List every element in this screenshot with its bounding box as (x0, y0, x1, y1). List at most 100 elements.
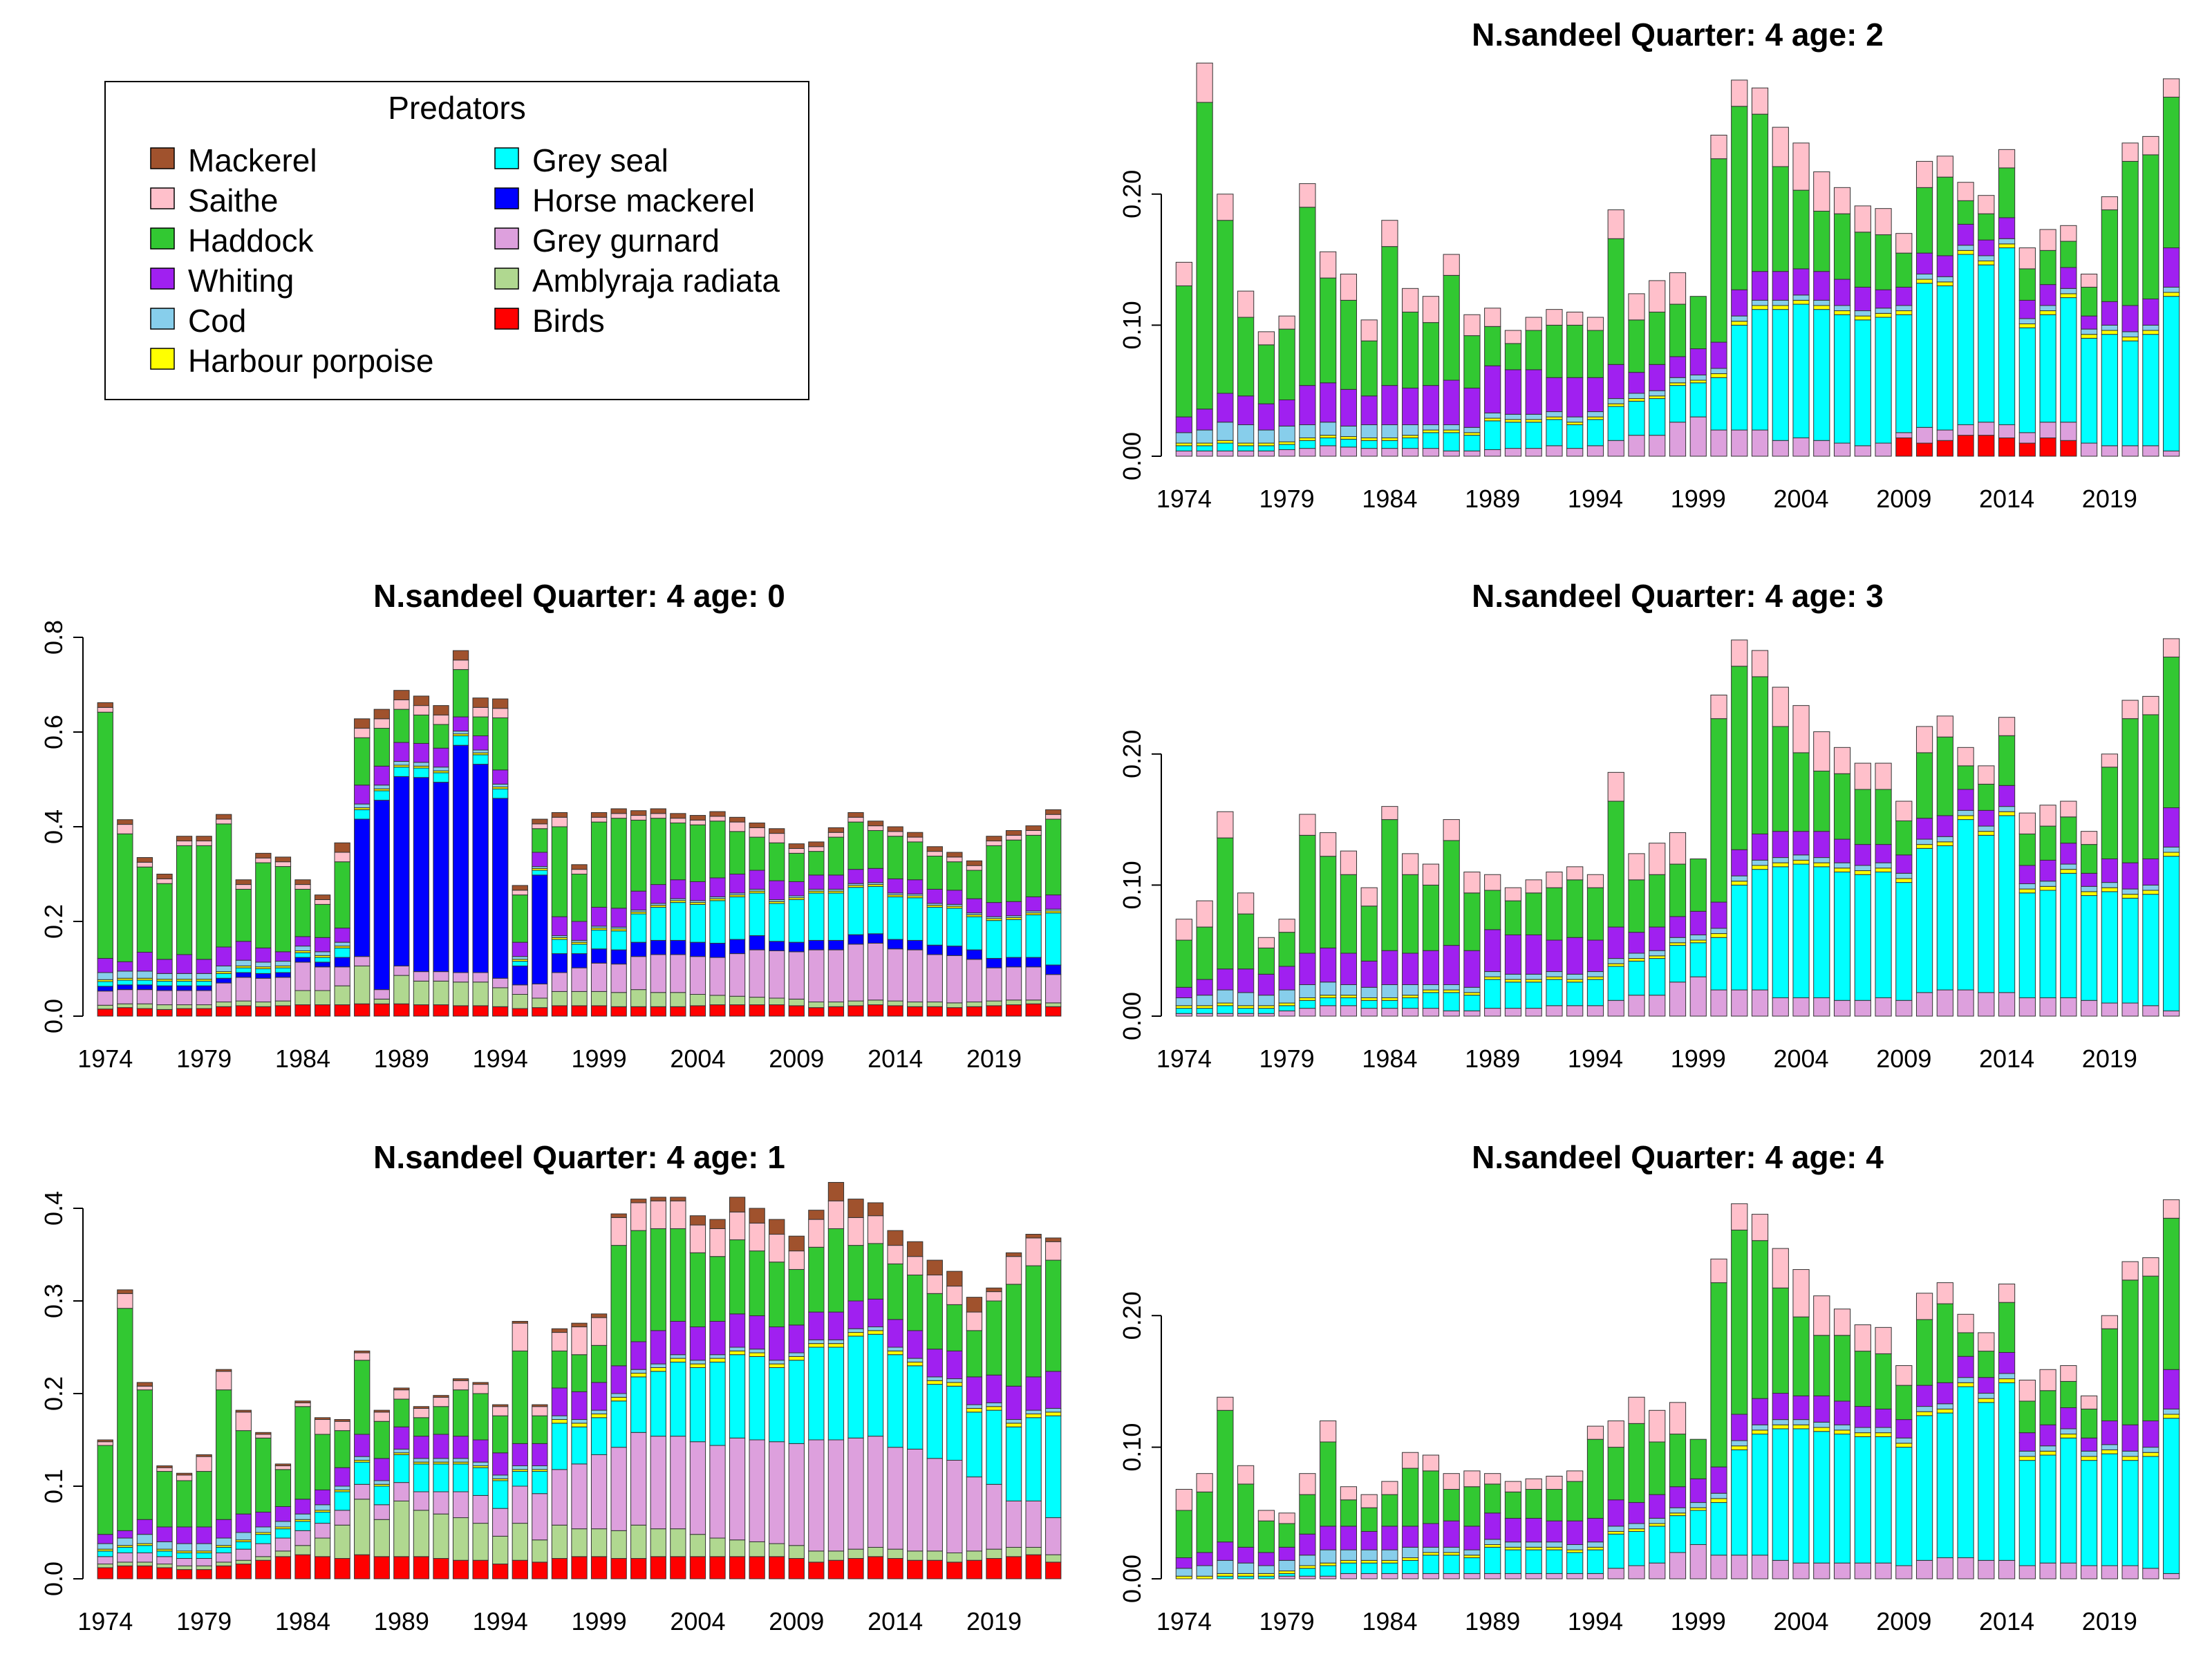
bar-segment-cod (867, 1327, 884, 1331)
bar-segment-saithe (907, 836, 924, 843)
bar-segment-grey-gurnard (729, 953, 746, 997)
bar-segment-amblyraja-radiata (136, 1003, 153, 1009)
bar-segment-horse-mackerel (808, 939, 825, 950)
bar-segment-grey-seal (373, 790, 390, 801)
bar-segment-harbour-porpoise (1484, 976, 1501, 980)
bar-segment-haddock (1669, 303, 1687, 357)
bar-segment-whiting (2081, 872, 2098, 887)
bar-segment-whiting (117, 961, 133, 972)
bar-segment-harbour-porpoise (1772, 862, 1789, 868)
bar-segment-grey-seal (867, 885, 884, 935)
bar-segment-amblyraja-radiata (650, 1528, 666, 1557)
bar-stack (1998, 717, 2016, 1017)
bar-segment-grey-seal (1875, 317, 1892, 444)
bar-segment-grey-gurnard (2142, 1005, 2159, 1017)
bar-segment-horse-mackerel (769, 941, 785, 951)
bar-stack (689, 1215, 706, 1580)
bar-segment-harbour-porpoise (1649, 395, 1666, 400)
bar-segment-grey-seal (294, 1521, 311, 1531)
bar-segment-grey-seal (1237, 445, 1255, 451)
bar-stack (926, 846, 943, 1017)
bar-segment-grey-seal (1607, 1533, 1624, 1569)
x-tick-label: 2014 (868, 1044, 923, 1073)
bar-segment-saithe (1463, 1470, 1481, 1488)
bar-segment-haddock (590, 821, 608, 908)
bar-segment-grey-gurnard (2060, 422, 2077, 441)
bar-stack (1299, 183, 1316, 457)
bar-segment-cod (1813, 1421, 1830, 1428)
bar-stack (986, 1287, 1002, 1580)
bar-segment-saithe (1045, 1241, 1062, 1261)
bar-segment-grey-seal (1731, 884, 1748, 991)
bar-segment-haddock (373, 1421, 390, 1459)
bar-segment-whiting (749, 870, 765, 890)
bar-stack (1504, 1481, 1522, 1580)
bar-segment-whiting (1669, 1486, 1687, 1508)
bar-segment-haddock (373, 728, 390, 767)
bar-segment-grey-seal (255, 968, 272, 974)
y-tick-label: 0.20 (1118, 170, 1146, 218)
bar-segment-amblyraja-radiata (373, 1519, 390, 1557)
bar-segment-cod (1546, 971, 1563, 977)
bar-stack (176, 1472, 193, 1580)
bar-stack (1237, 290, 1255, 457)
bar-segment-mackerel (433, 705, 449, 715)
bar-segment-harbour-porpoise (1045, 1412, 1062, 1416)
bar-segment-amblyraja-radiata (590, 1528, 608, 1557)
bar-segment-whiting (1484, 365, 1501, 413)
bar-segment-whiting (1710, 1466, 1727, 1494)
bar-segment-haddock (354, 1360, 371, 1435)
bar-stack (1586, 317, 1604, 457)
bar-segment-mackerel (117, 819, 133, 825)
bar-segment-grey-gurnard (887, 1447, 903, 1550)
legend-label: Harbour porpoise (188, 343, 433, 379)
bar-segment-cod (1175, 1568, 1192, 1577)
x-tick-label: 1979 (1259, 1044, 1315, 1073)
bar-segment-whiting (1772, 1393, 1789, 1421)
bar-stack (966, 1297, 983, 1580)
bar-segment-haddock (946, 1304, 963, 1351)
bar-segment-haddock (1196, 1491, 1213, 1553)
bar-segment-amblyraja-radiata (354, 1499, 371, 1555)
bar-segment-whiting (709, 1320, 726, 1356)
bar-segment-grey-seal (1299, 1000, 1316, 1009)
bar-segment-whiting (827, 874, 845, 890)
bar-segment-grey-gurnard (1360, 1008, 1378, 1017)
bar-segment-harbour-porpoise (1237, 442, 1255, 447)
chart-panel-age-0: N.sandeel Quarter: 4 age: 0 0.00.20.40.6… (39, 578, 1062, 1073)
y-tick-label: 0.20 (1118, 730, 1146, 778)
bar-segment-harbour-porpoise (1422, 1552, 1440, 1556)
bar-segment-birds (97, 1567, 113, 1580)
bar-segment-saithe (393, 699, 410, 710)
bar-segment-grey-gurnard (1504, 1008, 1522, 1017)
bar-segment-haddock (216, 823, 232, 948)
bar-segment-birds (867, 1004, 884, 1017)
bar-stack (1586, 874, 1604, 1017)
bar-segment-saithe (1566, 866, 1584, 881)
bar-segment-cod (1217, 422, 1234, 441)
bar-segment-grey-gurnard (492, 1508, 509, 1537)
bar-segment-haddock (1957, 1332, 1974, 1357)
bar-segment-grey-gurnard (749, 1439, 765, 1542)
bar-segment-grey-seal (729, 896, 746, 940)
bar-segment-haddock (1443, 840, 1460, 946)
bar-segment-grey-gurnard (808, 1439, 825, 1552)
bar-segment-saithe (1546, 1475, 1563, 1490)
x-tick-label: 1974 (77, 1044, 133, 1073)
bar-segment-amblyraja-radiata (887, 1548, 903, 1559)
bar-segment-grey-seal (1669, 945, 1687, 983)
bar-stack (2039, 1369, 2056, 1580)
bar-segment-amblyraja-radiata (294, 990, 311, 1006)
bars (1175, 638, 2180, 1017)
bar-segment-grey-gurnard (2163, 1573, 2180, 1580)
bar-segment-cod (1649, 1517, 1666, 1524)
bar-segment-saithe (2039, 229, 2056, 251)
bar-segment-birds (887, 1558, 903, 1580)
bar-segment-haddock (1772, 166, 1789, 272)
bar-segment-grey-gurnard (314, 1523, 331, 1539)
bar-segment-saithe (2121, 700, 2139, 720)
bar-segment-whiting (808, 874, 825, 890)
bar-segment-amblyraja-radiata (709, 1537, 726, 1557)
bar-segment-grey-gurnard (1422, 448, 1440, 457)
x-tick-label: 1979 (1259, 1607, 1315, 1635)
